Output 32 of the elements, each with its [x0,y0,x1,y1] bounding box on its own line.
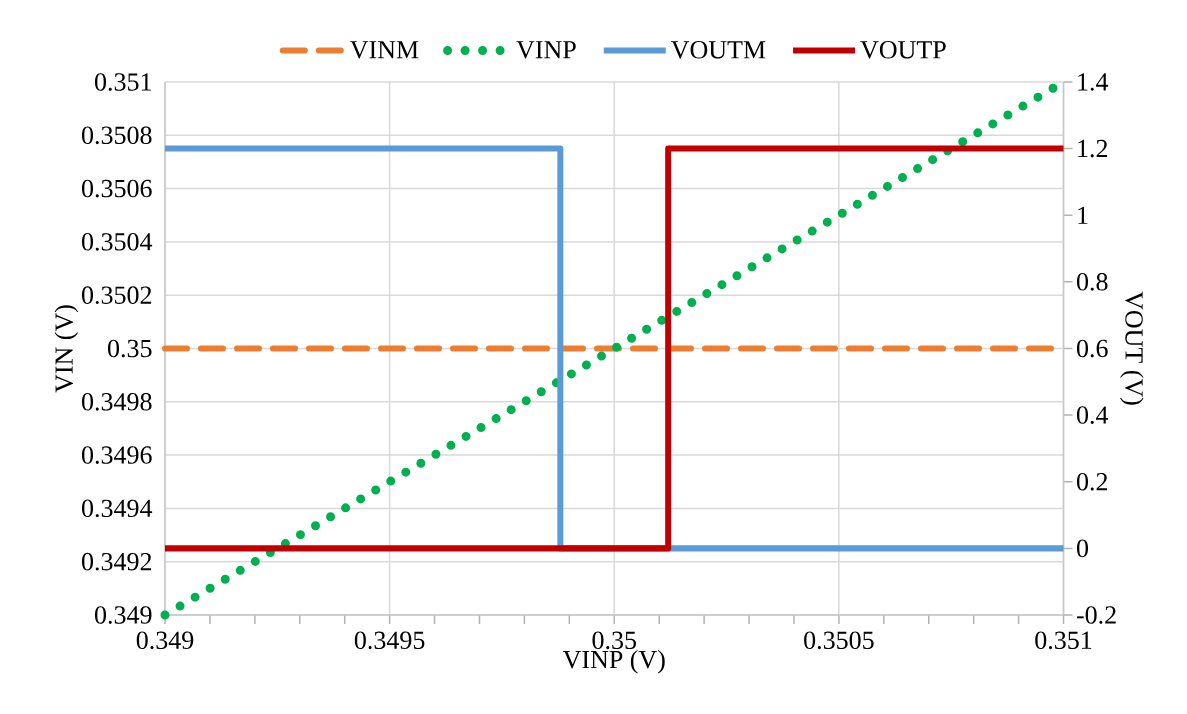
y-tick-label: 0.349 [95,606,152,624]
y2-tick-label: 0.4 [1076,406,1109,424]
y-tick-label: 0.3502 [82,286,152,305]
y-axis-title: VIN (V) [54,305,79,393]
y-tick-label: 0.3498 [82,392,152,411]
x-tick-label: 0.349 [136,631,194,650]
legend-label: VINM [350,41,419,59]
x-axis-title: VINP (V) [562,650,665,674]
y2-tick-label: 1.2 [1078,139,1108,158]
y-tick-label: 0.3508 [82,126,152,145]
x-tick-label: 0.3505 [804,631,874,650]
y-tick-label: 0.3496 [82,446,152,464]
x-tick-label: 0.35 [592,631,636,650]
y2-tick-label: 1.4 [1078,73,1109,91]
y-tick-label: 0.35 [108,339,152,358]
y-tick-label: 0.3506 [82,179,152,198]
x-tick-label: 0.3495 [354,631,425,650]
legend-label: VOUTP [860,41,946,59]
legend-label: VOUTM [671,41,766,59]
y-tick-label: 0.351 [95,73,151,91]
x-tick-label: 0.351 [1035,631,1092,650]
y2-tick-label: 0.8 [1076,273,1108,291]
legend-label: VINP [516,41,576,59]
y-tick-label: 0.3492 [82,552,152,571]
y2-tick-label: 0.2 [1076,472,1108,491]
y-tick-label: 0.3494 [82,499,153,518]
y2-tick-label: 0 [1076,539,1089,558]
y2-tick-label: 0.6 [1076,339,1108,358]
y2-tick-label: 1 [1078,206,1088,224]
y2-tick-label: -0.2 [1076,606,1116,624]
y2-axis-title: VOUT (V) [1120,291,1144,405]
y-tick-label: 0.3504 [82,233,153,251]
